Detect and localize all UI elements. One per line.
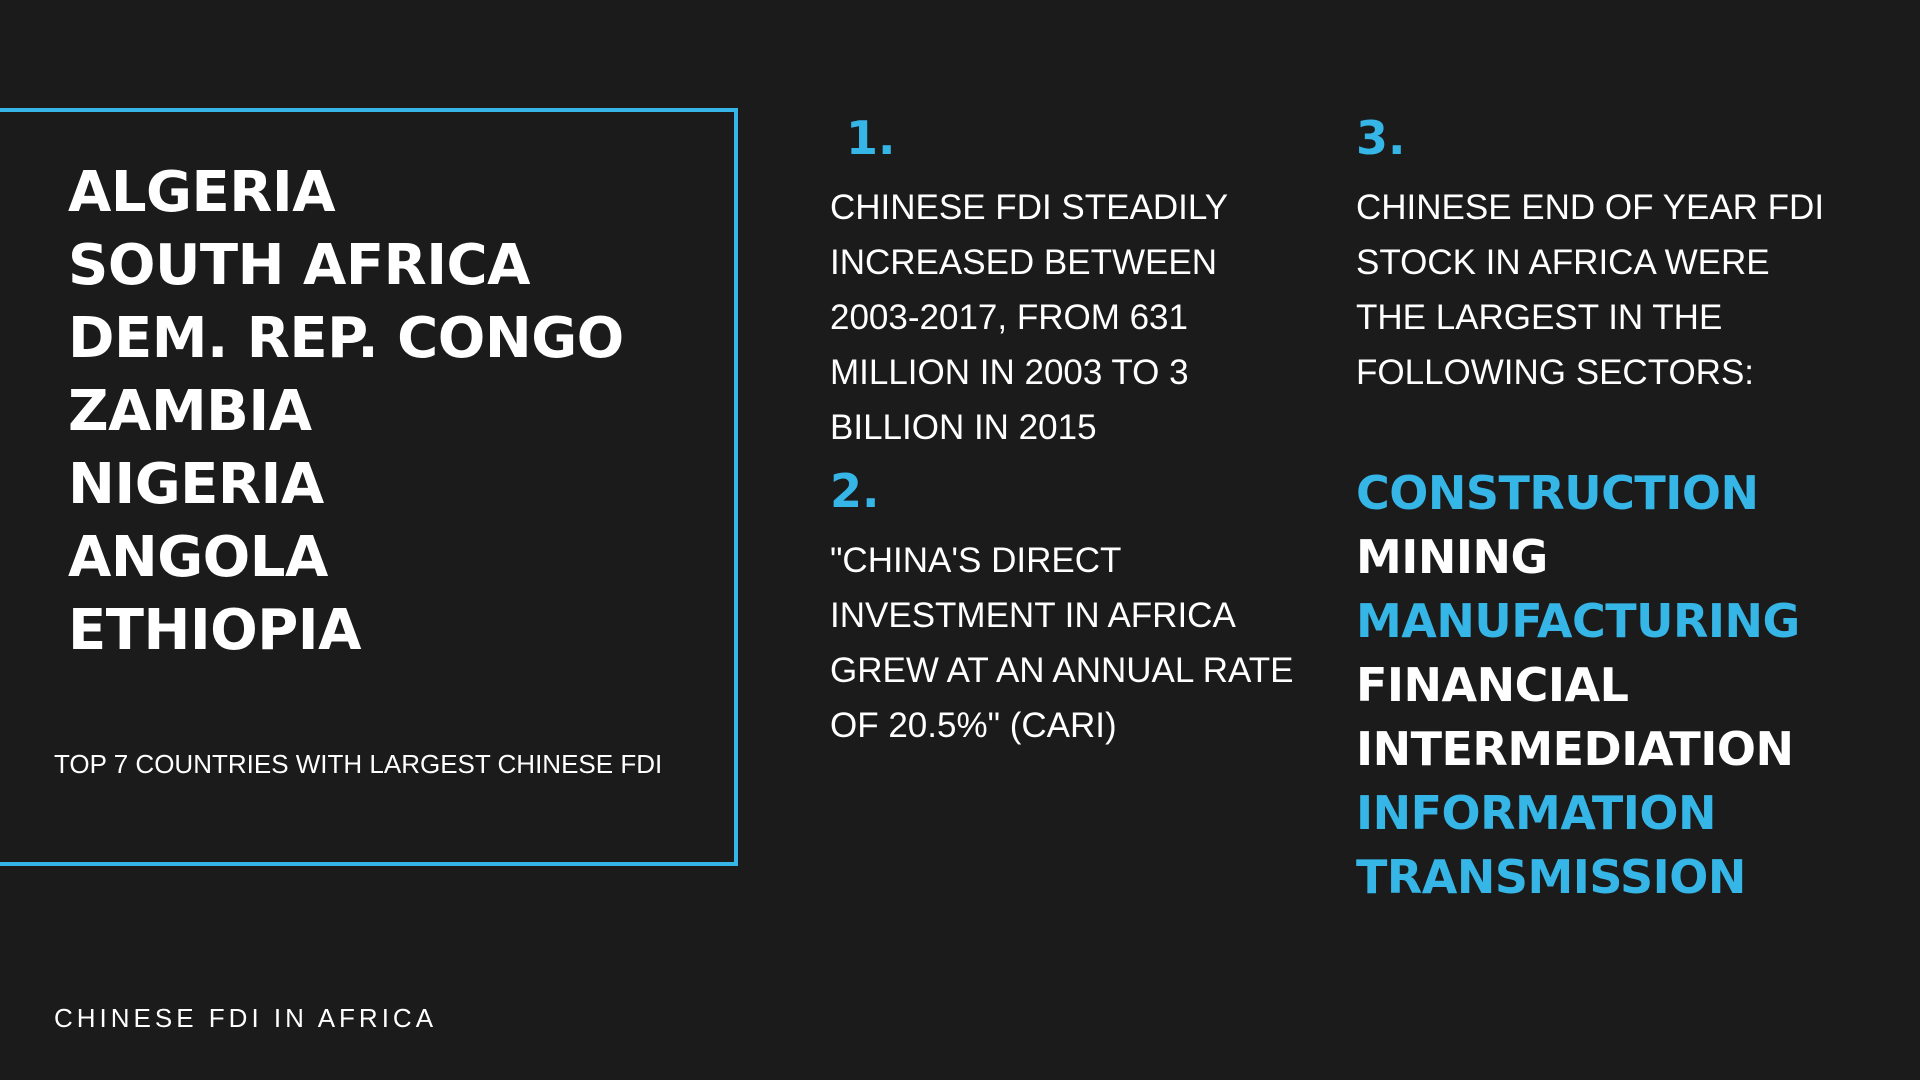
- point-number-3: 3.: [1356, 111, 1406, 165]
- sector-item: FINANCIAL: [1356, 658, 1629, 712]
- countries-caption: TOP 7 COUNTRIES WITH LARGEST CHINESE FDI: [54, 749, 663, 779]
- sector-item: INTERMEDIATION: [1356, 722, 1794, 776]
- country-item: DEM. REP. CONGO: [68, 306, 624, 371]
- country-item: NIGERIA: [68, 452, 324, 517]
- point-text-1: CHINESE FDI STEADILY INCREASED BETWEEN 2…: [830, 180, 1228, 455]
- point-text-line: "CHINA'S DIRECT: [830, 541, 1122, 580]
- point-text-3: CHINESE END OF YEAR FDI STOCK IN AFRICA …: [1356, 180, 1824, 400]
- countries-panel-border: [0, 108, 738, 866]
- point-text-line: INCREASED BETWEEN: [830, 243, 1217, 282]
- point-text-line: FOLLOWING SECTORS:: [1356, 353, 1755, 392]
- point-number-1: 1.: [846, 111, 896, 165]
- point-text-line: THE LARGEST IN THE: [1356, 298, 1723, 337]
- point-text-line: STOCK IN AFRICA WERE: [1356, 243, 1770, 282]
- sector-item: TRANSMISSION: [1356, 850, 1746, 904]
- country-item: ETHIOPIA: [68, 598, 361, 663]
- country-item: ANGOLA: [68, 525, 328, 590]
- slide-footer-title: CHINESE FDI IN AFRICA: [54, 1003, 438, 1033]
- sector-item: MINING: [1356, 530, 1548, 584]
- sector-item: CONSTRUCTION: [1356, 466, 1759, 520]
- country-list: ALGERIA SOUTH AFRICA DEM. REP. CONGO ZAM…: [68, 156, 624, 667]
- country-item: SOUTH AFRICA: [68, 233, 530, 298]
- point-text-line: CHINESE FDI STEADILY: [830, 188, 1229, 227]
- point-text-line: MILLION IN 2003 TO 3: [830, 353, 1189, 392]
- point-text-line: OF 20.5%" (CARI): [830, 706, 1117, 745]
- point-text-2: "CHINA'S DIRECT INVESTMENT IN AFRICA GRE…: [830, 533, 1294, 753]
- point-text-line: BILLION IN 2015: [830, 408, 1097, 447]
- sector-item: INFORMATION: [1356, 786, 1716, 840]
- country-item: ZAMBIA: [68, 379, 312, 444]
- point-text-line: 2003-2017, FROM 631: [830, 298, 1188, 337]
- point-number-2: 2.: [830, 464, 880, 518]
- point-text-line: INVESTMENT IN AFRICA: [830, 596, 1236, 635]
- point-text-line: CHINESE END OF YEAR FDI: [1356, 188, 1825, 227]
- sector-item: MANUFACTURING: [1356, 594, 1800, 648]
- point-text-line: GREW AT AN ANNUAL RATE: [830, 651, 1294, 690]
- sector-list: CONSTRUCTION MINING MANUFACTURING FINANC…: [1356, 461, 1800, 909]
- country-item: ALGERIA: [68, 160, 336, 225]
